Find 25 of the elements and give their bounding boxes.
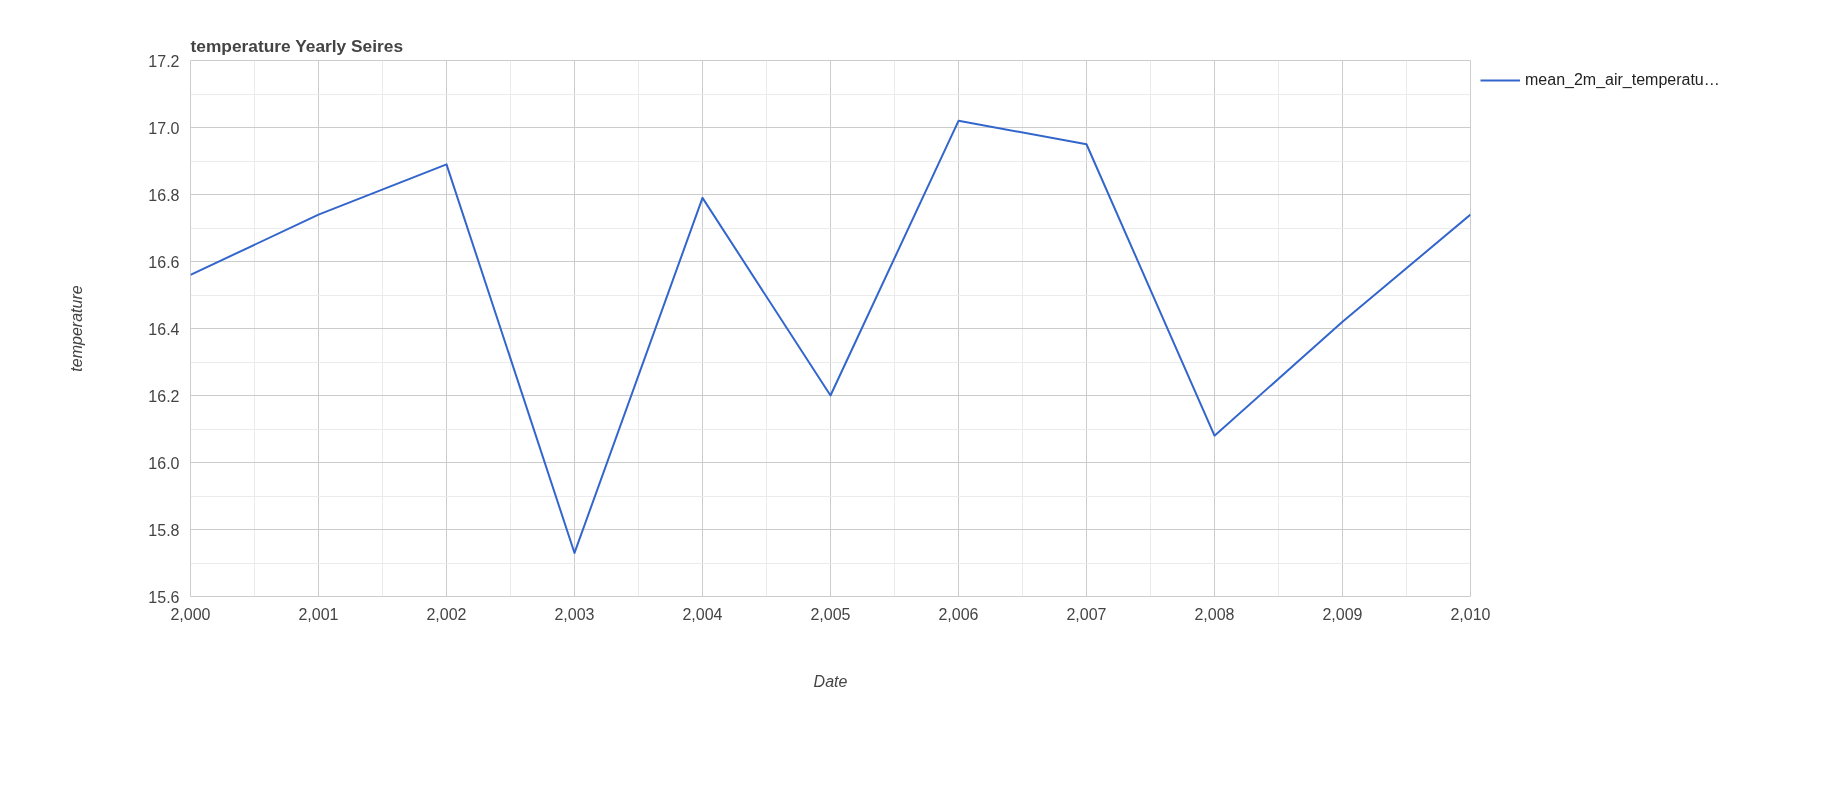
x-tick-label: 2,009 — [1322, 605, 1363, 623]
legend-label: mean_2m_air_temperatu… — [1525, 71, 1720, 89]
x-tick-label: 2,003 — [554, 605, 595, 623]
y-tick-label: 16.6 — [148, 253, 180, 271]
y-axis-title: temperature — [68, 285, 86, 372]
line-series — [190, 119, 1471, 554]
x-tick-label: 2,005 — [810, 605, 851, 623]
y-tick-label: 15.6 — [148, 588, 180, 606]
x-tick-label: 2,002 — [426, 605, 467, 623]
x-tick-label: 2,010 — [1450, 605, 1491, 623]
x-axis-title: Date — [813, 672, 848, 690]
y-tick-label: 17.2 — [148, 52, 180, 70]
x-tick-label: 2,001 — [298, 605, 339, 623]
y-tick-label: 16.0 — [148, 454, 180, 472]
y-tick-label: 17.0 — [148, 119, 180, 137]
chart-title: temperature Yearly Seires — [190, 35, 404, 56]
x-tick-label: 2,004 — [682, 605, 723, 623]
x-tick-label: 2,006 — [938, 605, 979, 623]
y-tick-label: 16.2 — [148, 387, 180, 405]
y-tick-label: 16.4 — [148, 320, 180, 338]
y-tick-label: 16.8 — [148, 186, 180, 204]
x-tick-label: 2,008 — [1194, 605, 1235, 623]
y-tick-label: 15.8 — [148, 521, 180, 539]
x-tick-label: 2,000 — [170, 605, 211, 623]
x-tick-label: 2,007 — [1066, 605, 1107, 623]
